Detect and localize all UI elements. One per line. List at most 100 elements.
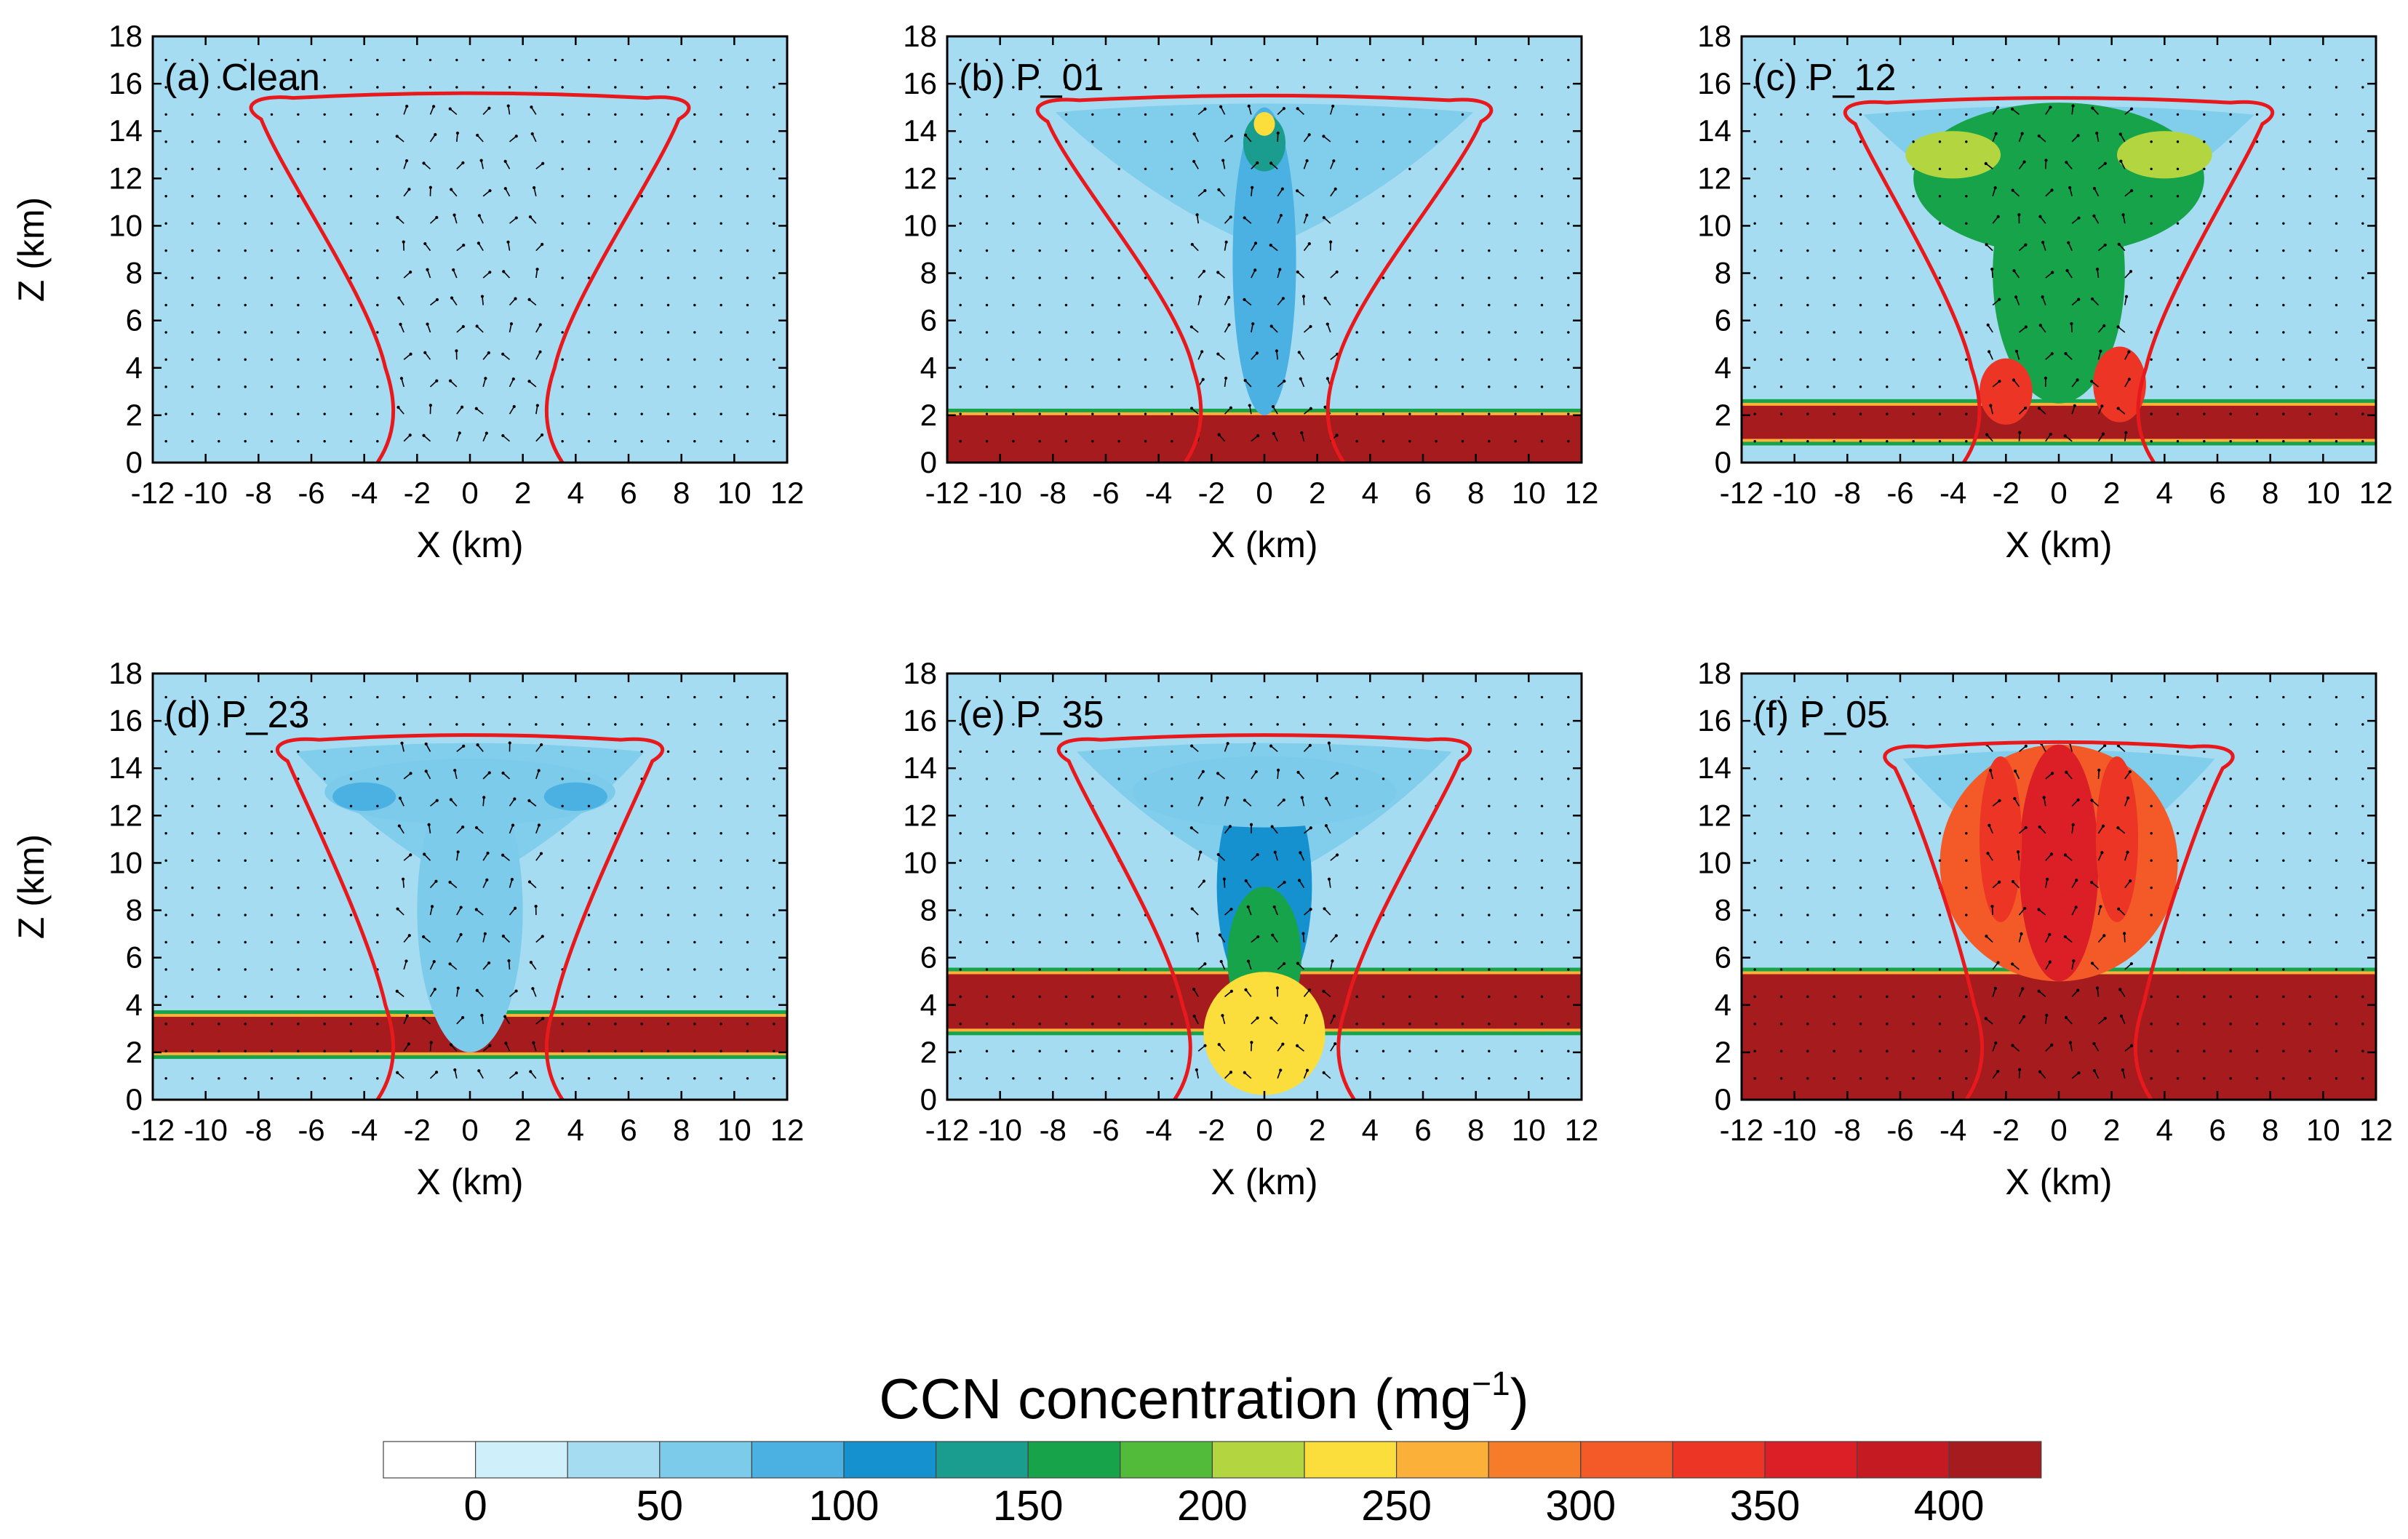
wind-dot [985,995,989,999]
wind-dot [1012,140,1015,143]
wind-arrow-head [1202,879,1206,883]
wind-dot [1197,58,1200,62]
wind-dot [746,276,749,279]
wind-dot [640,1023,643,1026]
panel-a-clean: -12 -10 -8 -6 -4 -2 0 2 4 6 8 10 12024681012141618X … [11,19,804,565]
wind-dot [270,968,274,971]
wind-dot [2282,968,2285,971]
wind-dot [746,358,749,361]
wind-arrow-head [1325,377,1330,380]
wind-dot [2335,940,2338,944]
wind-dot [1144,695,1147,699]
wind-dot [1912,222,1915,225]
x-tick-label: -6 [298,1113,324,1147]
wind-dot [297,412,300,415]
wind-dot [666,723,670,726]
wind-dot [666,86,670,89]
wind-dot [1355,695,1358,699]
wind-dot [1144,440,1147,443]
wind-dot [323,940,326,944]
wind-dot [2176,859,2180,862]
wind-arrow-head [1335,433,1339,437]
wind-dot [1912,995,1915,999]
wind-dot [719,140,722,143]
wind-dot [164,886,167,890]
x-tick-label: 0 [2050,476,2067,510]
wind-arrow-head [2129,107,2134,111]
wind-dot [2150,249,2153,252]
wind-arrow-head [2119,159,2123,163]
wind-dot [1540,1077,1544,1080]
wind-dot [614,331,617,334]
wind-dot [1064,1023,1068,1026]
panel-title: (d) P_23 [164,694,309,736]
wind-dot [2308,940,2311,944]
wind-dot [1012,723,1015,726]
wind-dot [2176,113,2180,116]
wind-dot [746,940,749,944]
wind-dot [773,249,776,252]
wind-dot [1461,914,1464,916]
y-tick-label: 18 [1697,19,1731,53]
plot-area [1742,36,2376,463]
y-tick-label: 6 [1715,303,1731,337]
wind-dot [1435,832,1438,835]
wind-dot [1408,358,1411,361]
wind-dot [773,1023,776,1026]
wind-dot [2255,140,2259,143]
wind-dot [2335,859,2338,862]
wind-arrow-head [2011,880,2015,884]
wind-dot [1461,859,1464,862]
wind-dot [1859,385,1862,388]
wind-arrow-head [504,1042,508,1045]
wind-arrow-head [2092,186,2097,191]
wind-arrow-head [1198,295,1203,298]
wind-dot [1408,695,1411,699]
wind-dot [693,1050,696,1052]
wind-arrow-head [2012,269,2016,273]
wind-dot [2361,886,2364,890]
wind-dot [349,968,353,971]
wind-dot [2150,723,2153,726]
wind-dot [773,276,776,279]
wind-dot [1117,222,1120,225]
wind-dot [244,695,247,699]
wind-dot [959,222,962,225]
wind-dot [959,58,962,62]
colorbar-cell [1672,1441,1766,1479]
y-tick-label: 12 [903,161,937,195]
wind-dot [164,940,167,944]
wind-dot [1965,249,1968,252]
wind-dot [2229,412,2232,415]
wind-arrow-head [2128,770,2132,774]
wind-dot [1779,303,1783,307]
wind-dot [1038,750,1041,753]
wind-arrow-head [1301,932,1305,935]
wind-dot [2176,914,2180,916]
wind-dot [2335,412,2338,415]
wind-dot [1171,249,1173,252]
wind-arrow-head [2065,770,2068,774]
wind-dot [587,86,591,89]
wind-dot [640,358,643,361]
wind-arrow-head [1272,431,1275,436]
wind-dot [2361,140,2364,143]
wind-dot [1144,276,1147,279]
wind-dot [1938,1023,1942,1026]
wind-dot [1567,331,1570,334]
wind-arrow-head [2091,106,2094,110]
y-axis-label: Z (km) [11,197,52,302]
wind-dot [244,58,247,62]
wind-arrow-head [1254,770,1258,774]
wind-dot [640,859,643,862]
wind-dot [561,385,564,388]
wind-dot [1012,778,1015,780]
wind-dot [2255,358,2259,361]
wind-dot [2150,859,2153,862]
wind-arrow-head [424,742,428,746]
wind-dot [614,750,617,753]
wind-dot [2150,303,2153,307]
wind-dot [773,750,776,753]
wind-dot [959,804,962,808]
wind-dot [561,412,564,415]
